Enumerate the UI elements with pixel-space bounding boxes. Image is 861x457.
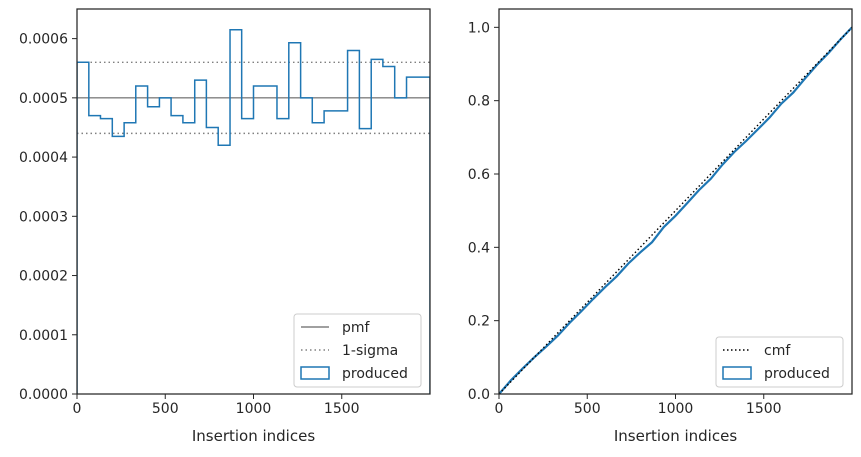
x-tick-label: 0 <box>495 401 504 417</box>
axes-frame <box>498 8 853 395</box>
x-tick-label: 1500 <box>324 401 360 417</box>
y-tick-label: 0.0003 <box>19 209 68 225</box>
y-tick-label: 0.0000 <box>19 387 68 403</box>
produced-histogram <box>77 28 430 394</box>
legend-box <box>293 313 422 388</box>
y-tick-label: 0.0002 <box>19 269 68 285</box>
x-tick-label: 1000 <box>236 401 272 417</box>
produced-cumulative-line <box>499 26 852 394</box>
legend-label: produced <box>342 366 408 382</box>
y-tick-label: 0.8 <box>468 94 490 110</box>
y-tick-label: 0.0004 <box>19 150 68 166</box>
y-tick-label: 0.0005 <box>19 91 68 107</box>
legend: cmf produced <box>715 336 844 388</box>
y-tick-label: 0.0 <box>468 387 490 403</box>
histogram-panel: 0 500 1000 1500 0.0000 0.0001 0.0002 0.0003 0.00… <box>19 8 431 445</box>
y-tick-label: 0.0006 <box>19 32 68 48</box>
legend: pmf 1-sigma produced <box>293 313 422 388</box>
legend-produced-swatch <box>722 366 752 380</box>
legend-label: cmf <box>764 343 791 359</box>
y-tick-label: 0.4 <box>468 240 490 256</box>
plot-area <box>499 26 852 394</box>
x-tick-label: 500 <box>574 401 601 417</box>
y-tick-label: 1.0 <box>468 20 490 36</box>
y-tick-label: 0.0001 <box>19 328 68 344</box>
y-tick-label: 0.2 <box>468 314 490 330</box>
x-tick-label: 500 <box>152 401 179 417</box>
x-tick-label: 0 <box>73 401 82 417</box>
cmf-panel: 0 500 1000 1500 0.0 0.2 0.4 0.6 0.8 1.0 Insertion … <box>468 8 853 445</box>
axes-frame <box>76 8 431 395</box>
x-tick-label: 1500 <box>746 401 782 417</box>
legend-label: produced <box>764 366 830 382</box>
legend-label: 1-sigma <box>342 343 398 359</box>
legend-produced-swatch <box>300 366 330 380</box>
plot-area <box>77 28 430 394</box>
x-axis-label: Insertion indices <box>614 427 737 445</box>
legend-label: pmf <box>342 320 371 336</box>
x-axis-label: Insertion indices <box>192 427 315 445</box>
y-tick-label: 0.6 <box>468 167 490 183</box>
x-tick-label: 1000 <box>658 401 694 417</box>
cmf-line <box>499 26 852 394</box>
